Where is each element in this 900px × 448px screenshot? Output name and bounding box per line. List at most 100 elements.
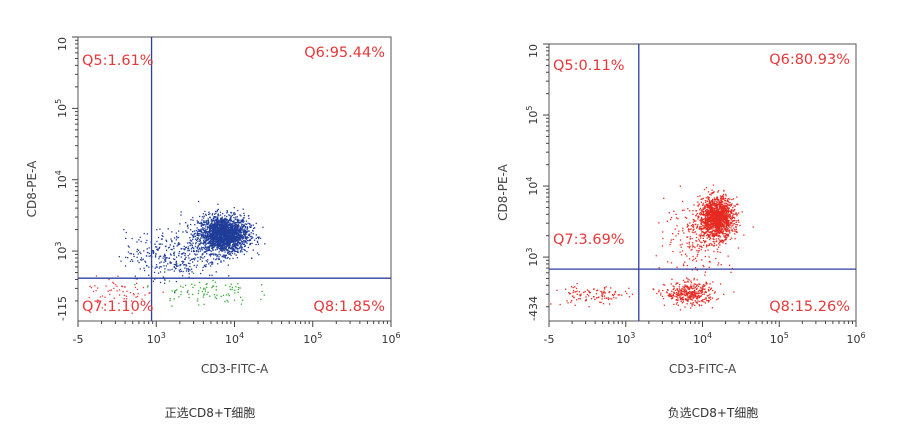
data-point bbox=[714, 231, 716, 233]
data-point bbox=[179, 271, 181, 273]
data-point bbox=[202, 232, 204, 234]
data-point bbox=[224, 237, 227, 240]
data-point bbox=[191, 283, 193, 285]
data-point bbox=[703, 240, 705, 242]
data-point bbox=[716, 218, 718, 220]
data-point bbox=[705, 211, 707, 213]
data-point bbox=[710, 194, 712, 196]
data-point bbox=[723, 235, 725, 237]
data-point bbox=[653, 288, 655, 291]
data-point bbox=[165, 239, 167, 241]
data-point bbox=[708, 207, 710, 209]
data-point bbox=[695, 240, 697, 242]
data-point bbox=[221, 222, 223, 224]
data-point bbox=[722, 232, 724, 234]
data-point bbox=[709, 221, 712, 224]
data-point bbox=[723, 221, 725, 223]
data-point bbox=[246, 226, 248, 228]
data-point bbox=[252, 230, 254, 232]
data-point bbox=[718, 208, 720, 210]
data-point bbox=[733, 227, 735, 229]
data-point bbox=[208, 237, 210, 240]
data-point bbox=[732, 212, 734, 215]
data-point bbox=[712, 238, 714, 240]
data-point bbox=[125, 256, 127, 258]
data-point bbox=[215, 289, 217, 291]
data-point bbox=[211, 263, 214, 265]
data-point bbox=[246, 240, 249, 242]
data-point bbox=[720, 226, 722, 228]
data-point bbox=[224, 230, 227, 232]
data-point bbox=[171, 290, 173, 292]
data-point bbox=[673, 303, 675, 306]
data-point bbox=[183, 252, 185, 254]
data-point bbox=[204, 237, 206, 239]
data-point bbox=[202, 236, 204, 239]
data-point bbox=[224, 218, 226, 220]
data-point bbox=[696, 240, 698, 242]
data-point bbox=[185, 265, 187, 267]
data-point bbox=[709, 283, 711, 285]
data-point bbox=[212, 217, 214, 220]
data-point bbox=[211, 214, 213, 216]
data-point bbox=[224, 233, 226, 235]
data-point bbox=[238, 240, 240, 242]
data-point bbox=[233, 207, 235, 209]
data-point bbox=[700, 304, 703, 306]
data-point bbox=[722, 195, 724, 198]
data-point bbox=[730, 221, 733, 224]
data-point bbox=[716, 232, 718, 234]
data-point bbox=[239, 222, 241, 224]
data-point bbox=[684, 261, 686, 263]
data-point bbox=[712, 245, 715, 247]
data-point bbox=[210, 239, 212, 241]
data-point bbox=[687, 225, 689, 228]
data-point bbox=[237, 218, 239, 221]
data-point bbox=[224, 300, 226, 303]
data-point bbox=[681, 292, 683, 295]
data-point bbox=[233, 232, 236, 234]
data-point bbox=[725, 225, 727, 227]
data-point bbox=[215, 254, 217, 256]
data-point bbox=[712, 241, 714, 243]
data-point bbox=[159, 243, 161, 245]
data-point bbox=[209, 240, 211, 243]
data-point bbox=[217, 217, 219, 219]
data-point bbox=[705, 281, 707, 283]
data-point bbox=[698, 292, 700, 294]
data-point bbox=[203, 251, 205, 253]
data-point bbox=[688, 228, 690, 230]
data-point bbox=[588, 291, 590, 293]
data-point bbox=[229, 222, 231, 224]
data-point bbox=[668, 294, 671, 297]
data-point bbox=[673, 286, 675, 288]
data-point bbox=[211, 261, 213, 263]
data-point bbox=[708, 286, 710, 289]
data-point bbox=[196, 250, 198, 253]
data-point bbox=[216, 225, 218, 227]
data-point bbox=[666, 291, 668, 293]
data-point bbox=[712, 210, 714, 212]
data-point bbox=[235, 216, 237, 218]
data-point bbox=[222, 221, 224, 223]
data-point bbox=[101, 307, 103, 309]
data-point bbox=[173, 266, 176, 269]
data-point bbox=[240, 240, 243, 242]
data-point bbox=[688, 247, 691, 249]
data-point bbox=[725, 195, 727, 197]
data-point bbox=[207, 236, 210, 238]
data-point bbox=[215, 231, 217, 233]
data-point bbox=[207, 259, 209, 261]
data-point bbox=[95, 275, 98, 277]
data-point bbox=[143, 250, 145, 252]
data-point bbox=[246, 237, 248, 239]
data-point bbox=[725, 220, 727, 222]
data-point bbox=[228, 219, 231, 221]
data-point bbox=[679, 295, 681, 297]
data-point bbox=[259, 237, 262, 239]
data-point bbox=[723, 240, 725, 242]
data-point bbox=[706, 212, 709, 215]
data-point bbox=[209, 295, 211, 297]
data-point bbox=[219, 235, 222, 237]
data-point bbox=[180, 270, 182, 272]
